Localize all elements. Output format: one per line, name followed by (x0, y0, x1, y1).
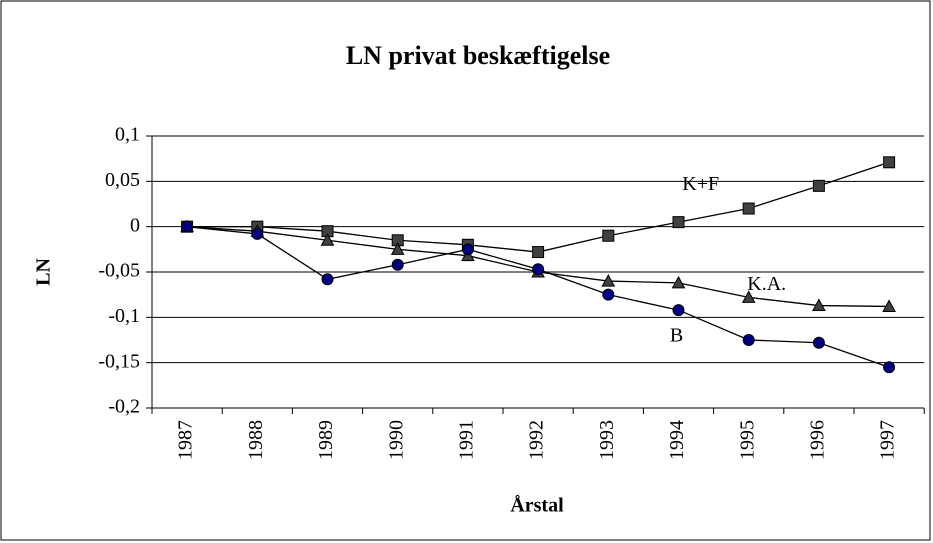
marker (320, 233, 335, 246)
marker (812, 179, 825, 192)
marker (742, 334, 755, 346)
x-tick-label: 1992 (526, 420, 548, 460)
x-tick-label: 1991 (455, 420, 477, 460)
x-tick-label: 1994 (666, 420, 688, 460)
marker (602, 288, 615, 301)
y-axis-title: LN (33, 258, 55, 286)
y-tick-label: -0,1 (108, 305, 140, 327)
marker (672, 304, 685, 317)
x-tick-label: 1989 (315, 420, 337, 460)
marker (883, 361, 896, 374)
marker (601, 274, 616, 287)
marker (742, 202, 755, 215)
marker (461, 243, 474, 256)
y-tick-label: -0,15 (98, 350, 140, 372)
x-tick-label: 1995 (736, 420, 758, 460)
marker (672, 216, 685, 229)
x-tick-label: 1987 (175, 420, 197, 460)
x-tick-label: 1993 (596, 420, 618, 460)
marker (882, 299, 896, 312)
y-tick-label: -0,05 (98, 260, 140, 282)
marker (251, 227, 264, 240)
x-tick-label: 1988 (245, 420, 267, 460)
series-label: K+F (682, 173, 719, 195)
y-tick-label: 0,1 (115, 124, 140, 146)
marker (671, 275, 686, 289)
marker (812, 298, 826, 312)
y-tick-label: 0 (130, 214, 140, 236)
marker (390, 242, 405, 255)
marker (321, 273, 334, 286)
y-tick-label: -0,2 (108, 396, 140, 418)
marker (812, 336, 825, 349)
series-label: B (670, 325, 683, 347)
marker (532, 246, 545, 259)
x-tick-label: 1997 (877, 420, 899, 460)
series-label: K.A. (747, 273, 786, 295)
marker (883, 156, 896, 169)
marker (741, 290, 756, 303)
marker (532, 263, 545, 276)
y-tick-label: 0,05 (105, 169, 140, 191)
x-tick-label: 1996 (806, 420, 828, 460)
x-tick-label: 1990 (385, 420, 407, 460)
marker (602, 229, 615, 242)
x-axis-title: Årstal (510, 494, 564, 517)
chart-title: LN privat beskæftigelse (346, 41, 610, 70)
marker (181, 220, 194, 233)
marker (391, 258, 404, 271)
